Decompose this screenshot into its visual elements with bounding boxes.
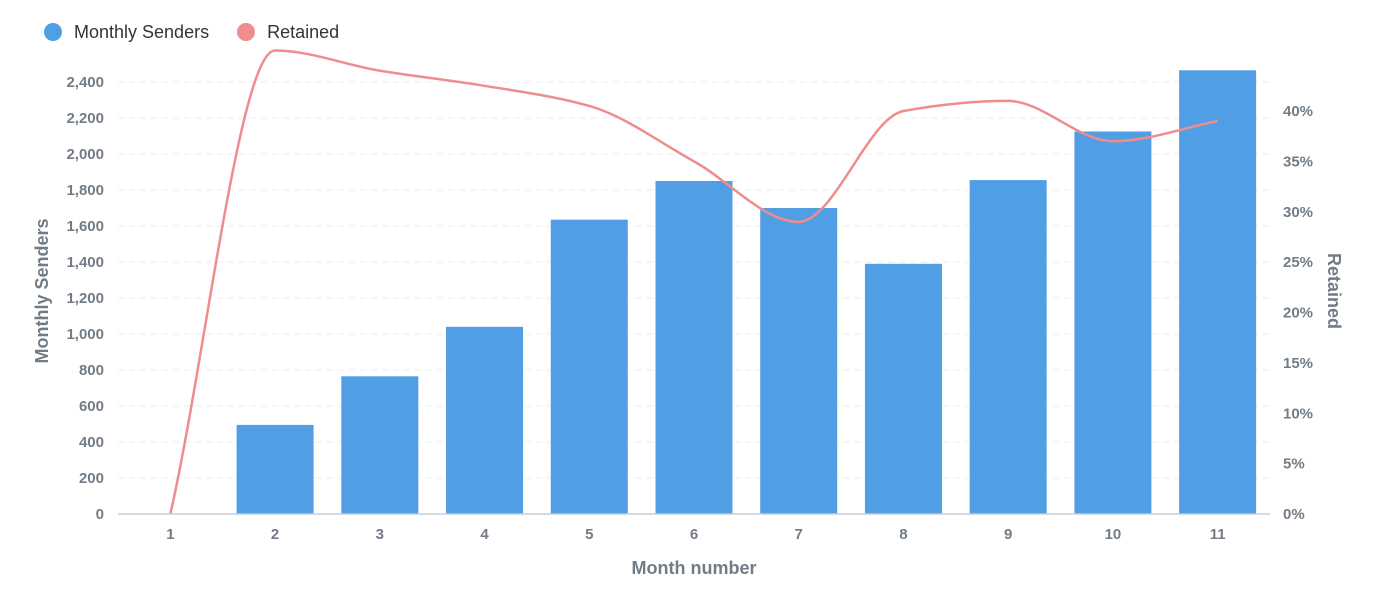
x-axis-title: Month number bbox=[632, 558, 757, 578]
bar[interactable] bbox=[236, 424, 314, 514]
y-tick-label: 1,000 bbox=[66, 326, 104, 343]
y-tick-label: 1,800 bbox=[66, 182, 104, 199]
y2-tick-label: 5% bbox=[1283, 456, 1305, 473]
y2-axis-title: Retained bbox=[1324, 253, 1344, 329]
x-tick-label: 1 bbox=[166, 526, 174, 543]
bar[interactable] bbox=[1074, 131, 1152, 515]
y-tick-label: 1,200 bbox=[66, 290, 104, 307]
bar[interactable] bbox=[446, 326, 524, 514]
y2-tick-label: 30% bbox=[1283, 204, 1313, 221]
y-tick-label: 0 bbox=[96, 506, 104, 523]
x-tick-label: 11 bbox=[1210, 526, 1226, 543]
x-tick-label: 3 bbox=[376, 526, 384, 543]
line-series bbox=[169, 49, 1218, 515]
x-tick-label: 9 bbox=[1004, 526, 1012, 543]
legend-item-monthly-senders[interactable]: Monthly Senders bbox=[44, 22, 209, 43]
y-tick-label: 400 bbox=[79, 434, 104, 451]
y2-tick-label: 40% bbox=[1283, 103, 1313, 120]
bar[interactable] bbox=[655, 181, 733, 514]
x-tick-label: 2 bbox=[271, 526, 279, 543]
y2-tick-label: 15% bbox=[1283, 355, 1313, 372]
y-tick-label: 2,200 bbox=[66, 110, 104, 127]
y-tick-label: 2,000 bbox=[66, 146, 104, 163]
legend-swatch-retained bbox=[237, 23, 256, 41]
axes: 0 200 400 600 800 1,000 1,200 1,400 1,600 1,800 2,… bbox=[66, 74, 1313, 543]
y2-tick-label: 0% bbox=[1283, 506, 1305, 523]
x-tick-label: 8 bbox=[899, 526, 907, 543]
bar[interactable] bbox=[969, 180, 1047, 514]
bar[interactable] bbox=[864, 263, 942, 514]
x-tick-label: 6 bbox=[690, 526, 698, 543]
bar[interactable] bbox=[760, 208, 838, 514]
y-tick-label: 800 bbox=[79, 362, 104, 379]
x-tick-label: 7 bbox=[795, 526, 803, 543]
retained-line[interactable] bbox=[169, 49, 1218, 515]
bar-series bbox=[236, 70, 1257, 515]
legend-label-monthly-senders: Monthly Senders bbox=[74, 21, 210, 42]
y-tick-label: 2,400 bbox=[66, 74, 104, 91]
legend-swatch-monthly-senders bbox=[44, 23, 62, 41]
x-tick-label: 5 bbox=[585, 526, 593, 543]
y2-tick-label: 25% bbox=[1283, 254, 1313, 271]
chart-legend: Monthly Senders Retained bbox=[44, 18, 339, 46]
y2-tick-label: 35% bbox=[1283, 153, 1313, 170]
legend-label-retained: Retained bbox=[267, 21, 340, 42]
y-tick-label: 600 bbox=[79, 398, 104, 415]
x-tick-label: 4 bbox=[480, 526, 489, 543]
bar[interactable] bbox=[550, 219, 628, 514]
y-tick-label: 1,600 bbox=[66, 218, 104, 235]
y-axis-title: Monthly Senders bbox=[32, 218, 52, 363]
y2-tick-label: 10% bbox=[1283, 405, 1313, 422]
y-tick-label: 200 bbox=[79, 470, 104, 487]
bar[interactable] bbox=[1179, 70, 1257, 515]
x-tick-label: 10 bbox=[1105, 526, 1122, 543]
bar[interactable] bbox=[341, 376, 419, 514]
legend-item-retained[interactable]: Retained bbox=[237, 22, 339, 43]
y2-tick-label: 20% bbox=[1283, 305, 1313, 322]
y-tick-label: 1,400 bbox=[66, 254, 104, 271]
